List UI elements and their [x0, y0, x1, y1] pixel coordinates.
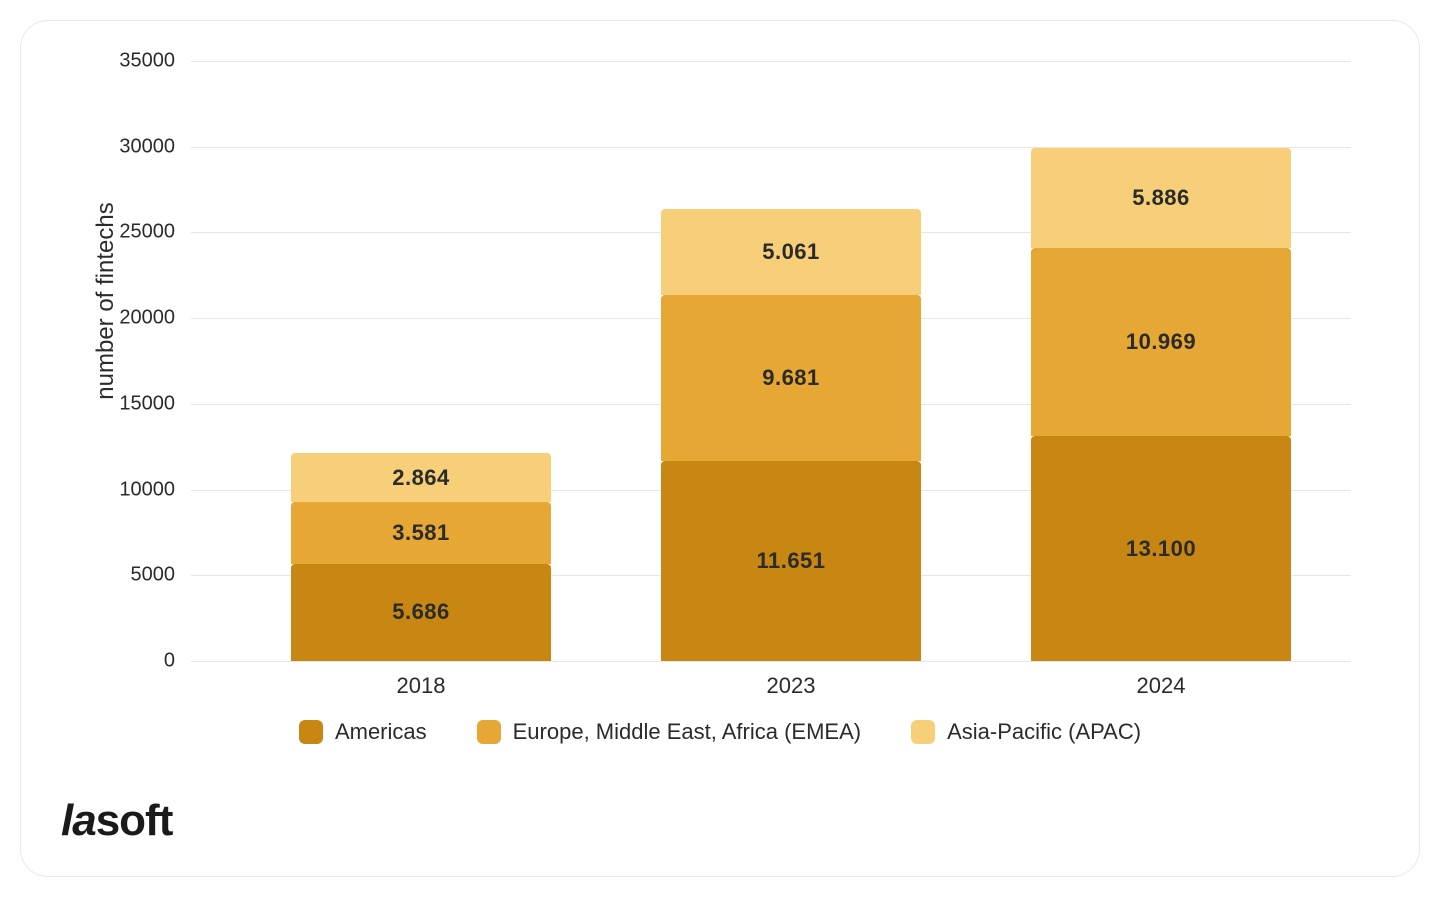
segment-value-label: 2.864 — [392, 465, 450, 491]
segment-value-label: 5.686 — [392, 599, 450, 625]
bar-segment-apac: 2.864 — [291, 453, 551, 502]
segment-value-label: 10.969 — [1126, 329, 1196, 355]
y-tick-label: 30000 — [119, 135, 191, 158]
bar-segment-emea: 10.969 — [1031, 248, 1291, 436]
bar-segment-americas: 13.100 — [1031, 436, 1291, 661]
segment-value-label: 5.886 — [1132, 185, 1190, 211]
bar-group: 13.100 10.969 5.886 — [1031, 148, 1291, 662]
bar-segment-emea: 9.681 — [661, 295, 921, 461]
y-tick-label: 25000 — [119, 221, 191, 244]
chart-plot-area: 050001000015000200002500030000350005.686… — [191, 61, 1351, 661]
legend-swatch — [477, 720, 501, 744]
segment-value-label: 13.100 — [1126, 536, 1196, 562]
segment-value-label: 5.061 — [762, 239, 820, 265]
legend-item-americas: Americas — [299, 719, 427, 745]
y-axis-label: number of fintechs — [92, 202, 120, 399]
logo-prefix: la — [61, 796, 96, 845]
plot: 050001000015000200002500030000350005.686… — [191, 61, 1351, 661]
chart-legend: Americas Europe, Middle East, Africa (EME… — [21, 719, 1419, 745]
y-tick-label: 15000 — [119, 392, 191, 415]
y-tick-label: 10000 — [119, 478, 191, 501]
bar-segment-americas: 11.651 — [661, 461, 921, 661]
y-tick-label: 20000 — [119, 307, 191, 330]
x-tick-label: 2023 — [767, 661, 816, 699]
legend-item-apac: Asia-Pacific (APAC) — [911, 719, 1141, 745]
legend-swatch — [911, 720, 935, 744]
y-tick-label: 35000 — [119, 50, 191, 73]
logo-suffix: soft — [96, 796, 173, 845]
bar-segment-apac: 5.886 — [1031, 148, 1291, 249]
bar-segment-emea: 3.581 — [291, 502, 551, 563]
bar-segment-apac: 5.061 — [661, 209, 921, 296]
bar-group: 11.651 9.681 5.061 — [661, 209, 921, 661]
legend-label: Asia-Pacific (APAC) — [947, 719, 1141, 745]
segment-value-label: 9.681 — [762, 365, 820, 391]
legend-label: Europe, Middle East, Africa (EMEA) — [513, 719, 861, 745]
legend-item-emea: Europe, Middle East, Africa (EMEA) — [477, 719, 861, 745]
bar-group: 5.686 3.581 2.864 — [291, 453, 551, 661]
y-tick-label: 5000 — [131, 564, 192, 587]
segment-value-label: 11.651 — [756, 548, 825, 574]
legend-swatch — [299, 720, 323, 744]
segment-value-label: 3.581 — [392, 520, 450, 546]
y-tick-label: 0 — [164, 650, 191, 673]
legend-label: Americas — [335, 719, 427, 745]
x-tick-label: 2018 — [397, 661, 446, 699]
gridline — [191, 61, 1351, 62]
bar-segment-americas: 5.686 — [291, 564, 551, 661]
chart-card: number of fintechs 050001000015000200002… — [20, 20, 1420, 877]
x-tick-label: 2024 — [1137, 661, 1186, 699]
brand-logo: lasoft — [61, 796, 172, 846]
